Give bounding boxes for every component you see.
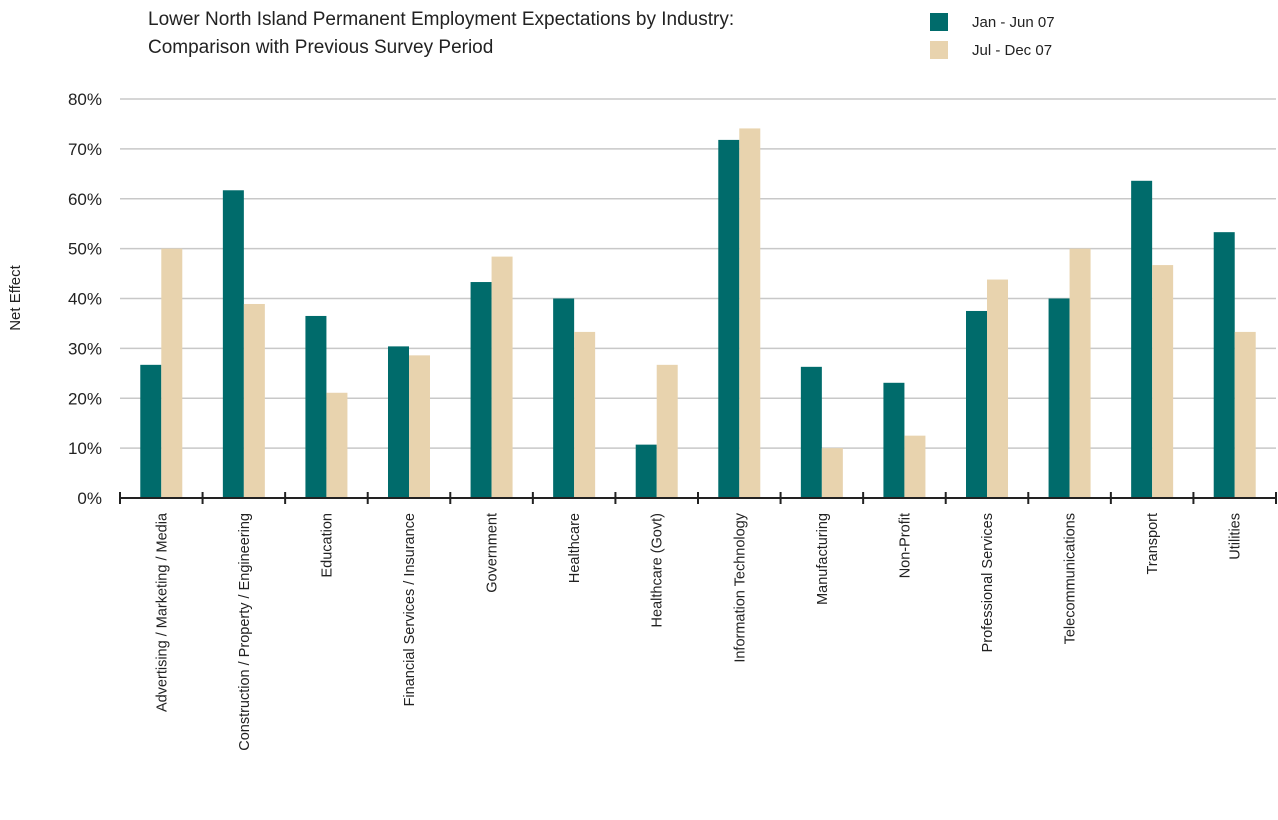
chart-title-line-1: Lower North Island Permanent Employment … [148, 9, 735, 30]
bar-series-2 [904, 435, 926, 498]
y-tick-label: 20% [68, 389, 102, 408]
bar-series-1 [1131, 180, 1153, 499]
legend-swatch-series-2 [930, 41, 948, 59]
legend-label-series-1: Jan - Jun 07 [972, 13, 1055, 31]
y-tick-label: 40% [68, 290, 102, 309]
y-tick-label: 10% [68, 439, 102, 458]
x-category-label: Manufacturing [815, 513, 831, 605]
chart-title: Lower North Island Permanent Employment … [148, 6, 734, 62]
legend-label-series-2: Jul - Dec 07 [972, 41, 1053, 59]
bar-series-1 [140, 364, 162, 498]
bar-series-1 [966, 310, 987, 498]
bar-series-2 [574, 331, 596, 498]
y-tick-label: 0% [77, 489, 102, 508]
legend-swatch-series-1 [930, 13, 948, 31]
bar-series-1 [883, 382, 905, 498]
x-category-label: Healthcare (Govt) [650, 513, 666, 627]
bar-series-2 [409, 355, 430, 498]
x-category-label: Professional Services [980, 513, 996, 652]
bar-series-2 [1069, 248, 1091, 498]
x-category-label: Information Technology [732, 512, 748, 662]
x-category-label: Utilities [1228, 513, 1244, 560]
legend: Jan - Jun 07 Jul - Dec 07 [930, 8, 1055, 64]
bar-series-2 [1234, 331, 1256, 498]
grid-lines [120, 98, 1276, 449]
y-tick-label: 70% [68, 140, 102, 159]
bar-series-2 [987, 279, 1008, 498]
bar-series-1 [222, 190, 244, 499]
bar-series-2 [243, 303, 265, 498]
bar-series-1 [470, 282, 492, 498]
bar-series-1 [1048, 298, 1070, 498]
x-axis [119, 492, 1277, 504]
bar-series-1 [305, 315, 327, 498]
y-axis-tick-labels: 0% 10% 20% 30% 40% 50% 60% 70% 80% [68, 90, 102, 508]
bar-series-1 [635, 444, 657, 498]
bar-series-1 [388, 346, 409, 498]
y-axis-title: Net Effect [7, 264, 24, 330]
bar-series-2 [739, 128, 761, 498]
y-tick-label: 80% [68, 90, 102, 109]
x-category-label: Financial Services / Insurance [402, 513, 418, 706]
bars [140, 128, 1256, 499]
bar-series-1 [718, 139, 740, 498]
x-category-label: Non-Profit [897, 513, 913, 578]
bar-series-2 [326, 392, 348, 498]
x-category-label: Government [485, 513, 501, 593]
chart-title-line-2: Comparison with Previous Survey Period [148, 37, 494, 58]
bar-series-2 [161, 248, 183, 498]
bar-series-2 [491, 256, 513, 498]
legend-item-series-1: Jan - Jun 07 [930, 8, 1055, 36]
x-category-label: Advertising / Marketing / Media [154, 512, 170, 712]
y-tick-label: 30% [68, 339, 102, 358]
bar-series-2 [821, 448, 843, 498]
bar-series-1 [553, 298, 575, 498]
y-tick-label: 60% [68, 190, 102, 209]
bar-series-1 [1213, 232, 1235, 498]
y-tick-label: 50% [68, 240, 102, 259]
x-category-label: Healthcare [567, 513, 583, 583]
x-category-label: Transport [1145, 513, 1161, 575]
legend-item-series-2: Jul - Dec 07 [930, 36, 1055, 64]
bar-series-1 [800, 366, 822, 498]
bar-series-2 [656, 364, 678, 498]
x-category-label: Telecommunications [1063, 513, 1079, 644]
bar-series-2 [1152, 265, 1174, 498]
x-axis-category-labels: Advertising / Marketing / Media Construct… [154, 512, 1243, 751]
x-category-label: Education [319, 513, 335, 578]
x-category-label: Construction / Property / Engineering [237, 513, 253, 751]
